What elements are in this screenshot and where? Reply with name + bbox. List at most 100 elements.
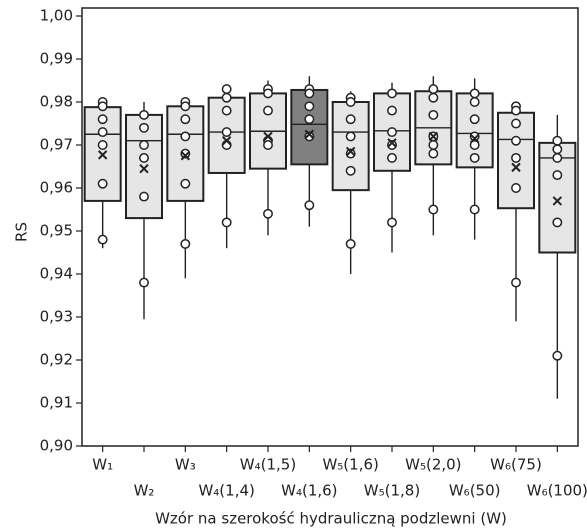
x-tick-label: W₁ [92,456,113,474]
data-point [469,114,480,125]
data-point [469,152,480,163]
data-point [180,148,191,159]
data-point [139,140,149,150]
mean-marker [139,163,149,174]
x-tick-label: W₄(1,5) [240,456,296,474]
data-point [97,101,108,112]
data-point [387,152,397,163]
data-point [97,127,108,138]
data-point [345,131,356,142]
data-point [345,165,356,176]
data-point [511,105,521,116]
data-point [263,88,273,99]
mean-marker [221,135,232,146]
mean-marker [552,196,563,206]
data-point [97,234,108,245]
data-point [387,105,397,116]
data-point [97,178,108,189]
data-point [221,105,232,116]
y-tick-label: 0,98 [40,93,73,111]
data-point [97,114,108,125]
data-point [511,152,521,163]
data-point [387,127,397,138]
y-tick-label: 0,96 [40,179,73,197]
data-point [139,122,149,133]
y-tick-label: 0,99 [40,50,73,68]
data-point [221,84,232,95]
data-point [263,208,273,219]
data-point [428,109,439,120]
data-point [345,114,356,125]
x-tick-label: W₄(1,6) [281,482,337,500]
data-point [139,152,149,163]
plot-frame [81,7,579,447]
y-tick-label: 0,92 [40,351,73,369]
data-point [552,170,563,181]
x-tick-label: W₆(75) [490,456,542,474]
data-point [180,178,191,189]
data-point [387,140,397,150]
data-point [304,88,315,99]
data-point [552,350,563,361]
data-point [263,140,273,150]
data-point [469,140,480,150]
x-tick-label: W₅(1,8) [364,482,420,500]
data-point [263,105,273,116]
data-point [304,114,315,125]
y-tick-label: 0,90 [40,437,73,455]
data-point [387,217,397,228]
data-point [345,238,356,249]
data-point [180,131,191,142]
data-point [511,183,521,193]
data-point [469,88,480,99]
y-tick-label: 0,91 [40,394,73,412]
x-tick-label: W₃ [175,456,196,474]
data-point [511,135,521,146]
data-point [221,127,232,138]
x-tick-label: W₄(1,4) [198,482,254,500]
data-point [511,277,521,288]
data-point [428,92,439,103]
data-point [180,114,191,125]
data-point [469,204,480,215]
y-axis-label: RS [13,222,31,242]
mean-marker [428,131,439,142]
mean-marker [345,146,356,157]
y-tick-label: 0,93 [40,308,73,326]
mean-marker [387,138,397,148]
mean-marker [180,151,191,161]
data-point [345,148,356,159]
data-point [428,148,439,159]
data-point [180,238,191,249]
data-point [428,204,439,215]
mean-marker [97,150,108,160]
x-axis-label: Wzór na szerokość hydrauliczną podzlewni… [155,510,507,528]
data-point [139,191,149,202]
data-point [469,97,480,107]
mean-marker [469,133,480,144]
data-point [97,140,108,150]
data-point [221,217,232,228]
data-point [552,144,563,155]
y-tick-label: 0,94 [40,265,73,283]
data-point [304,200,315,211]
x-tick-label: W₅(2,0) [405,456,461,474]
data-point [304,131,315,142]
data-point [304,101,315,112]
data-point [345,97,356,107]
y-tick-label: 0,97 [40,136,73,154]
y-tick-label: 1,00 [40,7,73,25]
data-point [552,152,563,163]
data-point [428,140,439,150]
data-point [552,217,563,228]
data-point [387,88,397,99]
data-point [511,118,521,129]
mean-marker [511,162,521,173]
x-tick-label: W₂ [134,482,155,500]
x-tick-label: W₅(1,6) [322,456,378,474]
box [290,88,329,166]
data-point [552,135,563,146]
data-point [428,84,439,95]
y-tick-label: 0,95 [40,222,73,240]
